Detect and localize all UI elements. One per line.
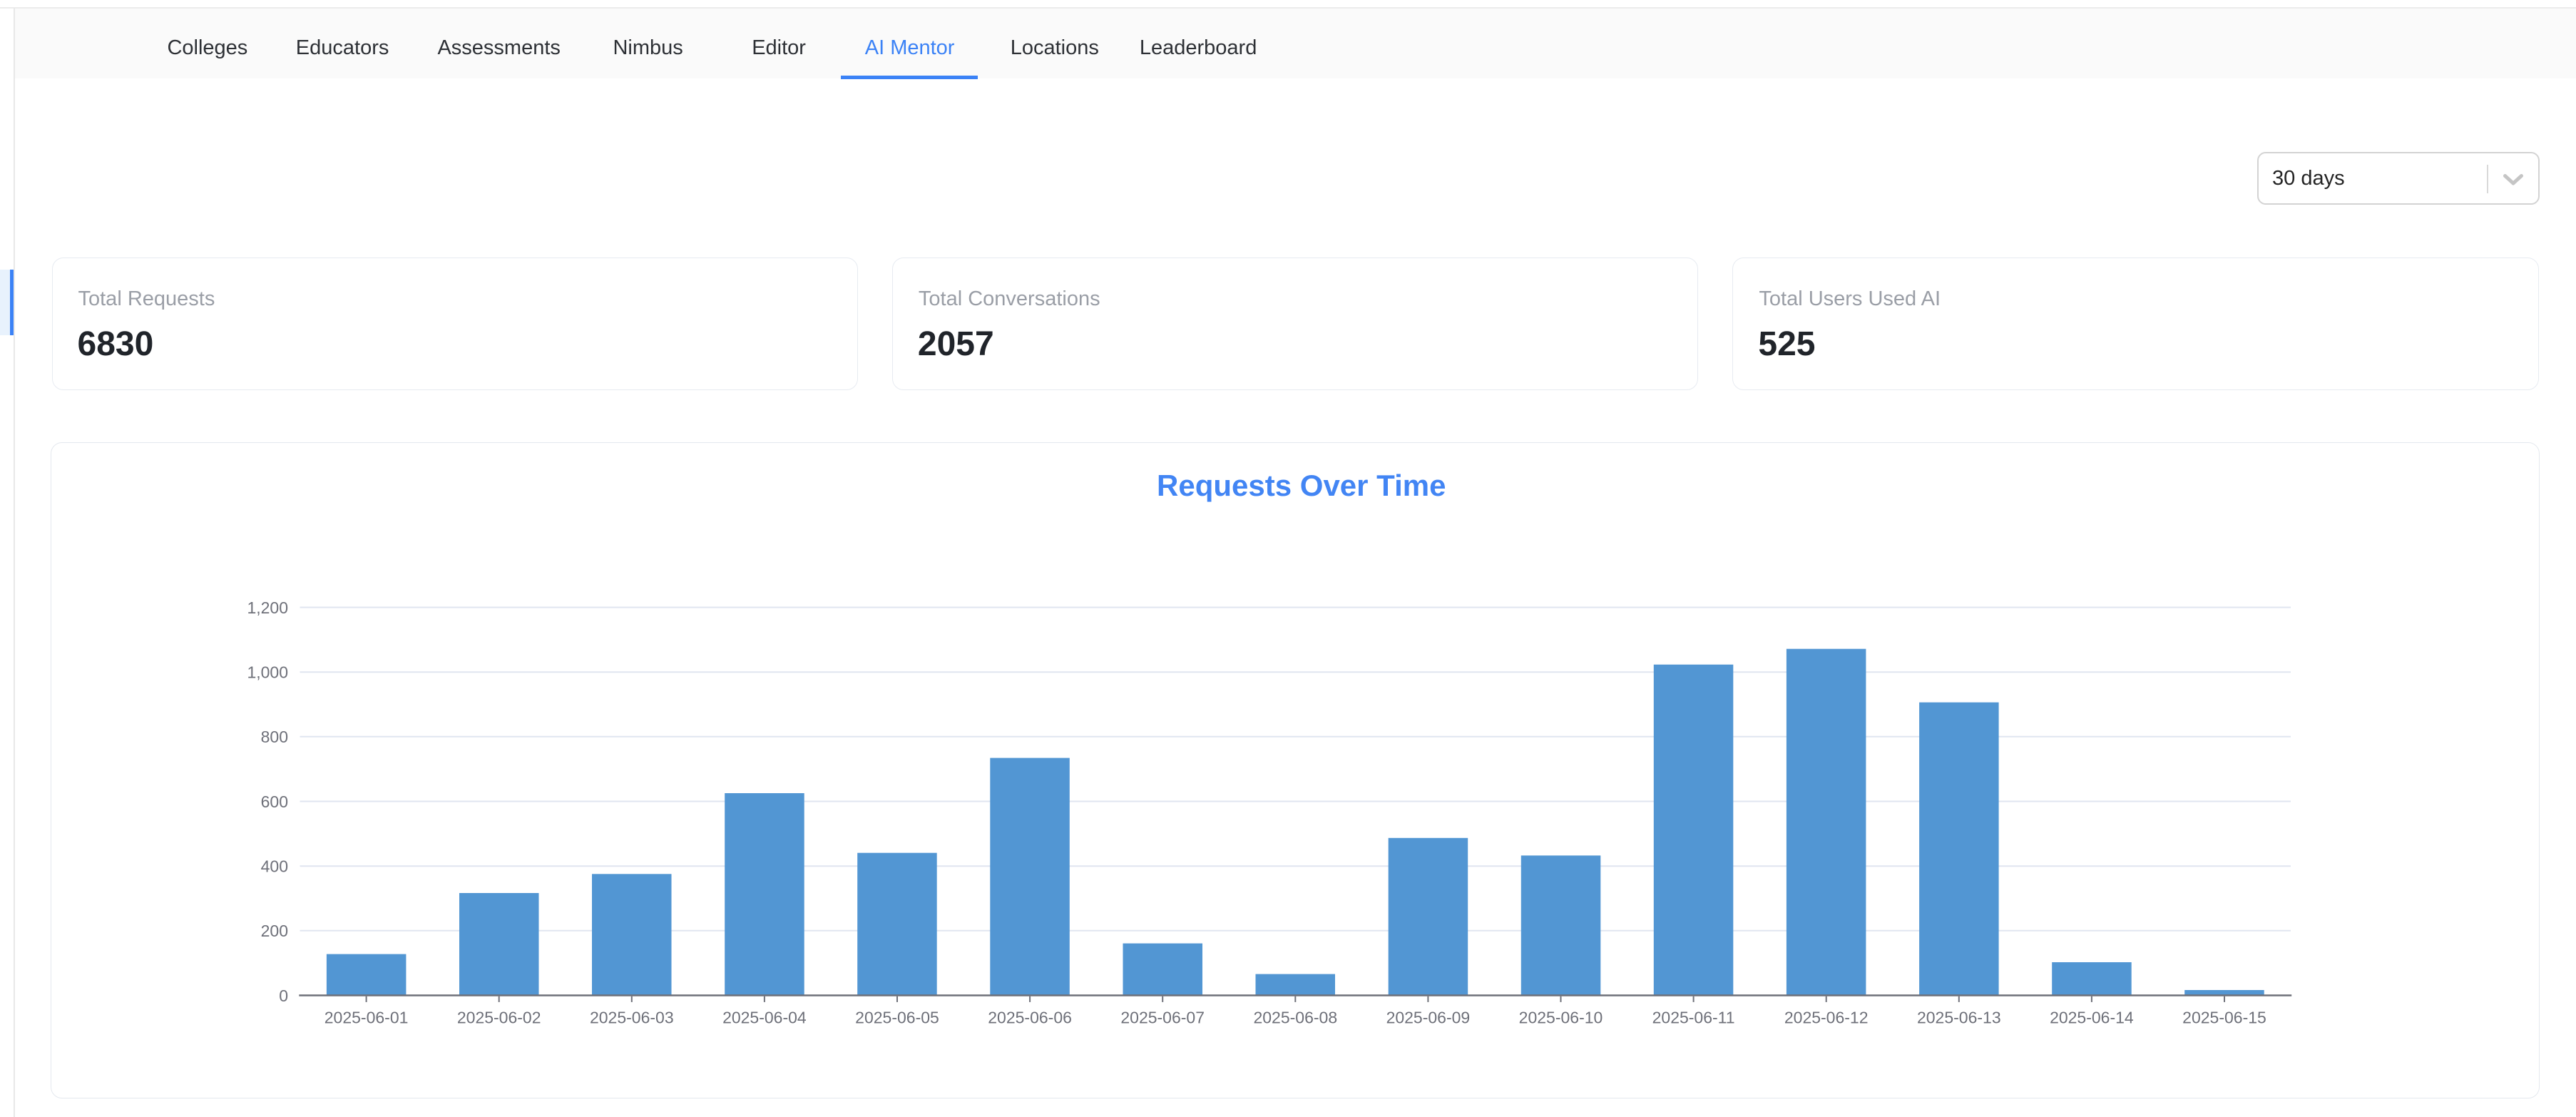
svg-text:2025-06-10: 2025-06-10 [1519, 1009, 1603, 1027]
svg-text:2025-06-01: 2025-06-01 [324, 1009, 409, 1027]
svg-text:1,000: 1,000 [247, 663, 288, 682]
svg-text:2025-06-11: 2025-06-11 [1652, 1009, 1735, 1027]
svg-text:800: 800 [261, 728, 288, 746]
svg-text:2025-06-13: 2025-06-13 [1917, 1009, 2001, 1027]
svg-text:2025-06-09: 2025-06-09 [1386, 1009, 1471, 1027]
svg-text:2025-06-06: 2025-06-06 [988, 1009, 1072, 1027]
svg-text:400: 400 [261, 857, 288, 876]
svg-text:2025-06-07: 2025-06-07 [1120, 1009, 1205, 1027]
svg-text:0: 0 [279, 986, 288, 1005]
svg-text:600: 600 [261, 792, 288, 811]
svg-text:2025-06-02: 2025-06-02 [457, 1009, 541, 1027]
svg-text:2025-06-08: 2025-06-08 [1253, 1009, 1337, 1027]
svg-text:2025-06-12: 2025-06-12 [1784, 1009, 1869, 1027]
svg-text:1,200: 1,200 [247, 598, 288, 617]
svg-text:2025-06-03: 2025-06-03 [590, 1009, 674, 1027]
svg-text:2025-06-05: 2025-06-05 [855, 1009, 939, 1027]
svg-text:200: 200 [261, 922, 288, 940]
svg-text:2025-06-04: 2025-06-04 [722, 1009, 807, 1027]
svg-text:2025-06-15: 2025-06-15 [2182, 1009, 2266, 1027]
svg-text:2025-06-14: 2025-06-14 [2050, 1009, 2134, 1027]
